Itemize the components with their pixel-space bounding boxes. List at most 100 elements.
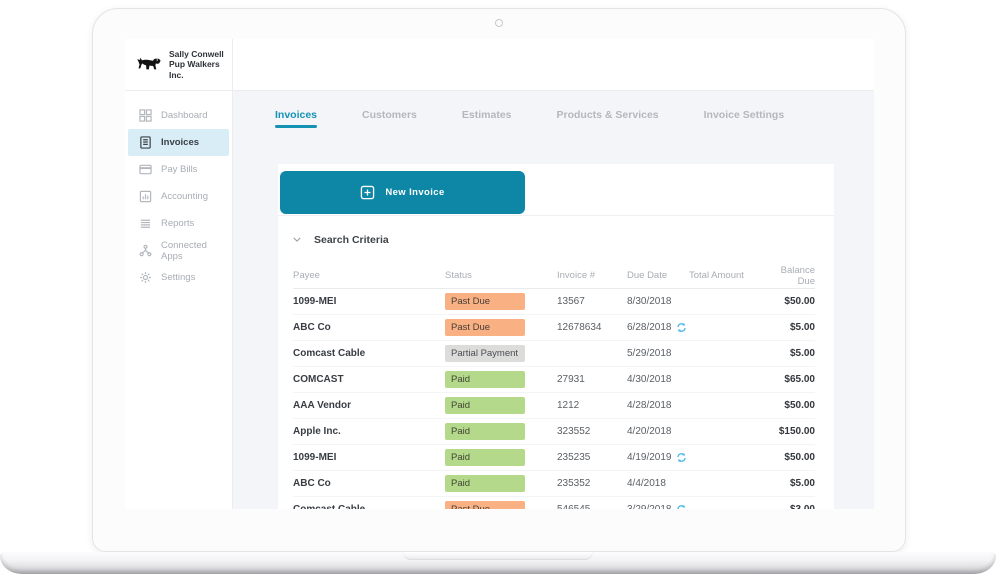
status-badge: Paid (445, 397, 525, 414)
table-row[interactable]: Comcast Cable Past Due 546545 3/29/2018 … (293, 497, 815, 509)
sidebar-item-reports[interactable]: Reports (128, 210, 229, 237)
bar-chart-box-icon (139, 190, 152, 203)
status-badge: Partial Payment (445, 345, 525, 362)
status-badge: Paid (445, 423, 525, 440)
hub-nodes-icon (139, 244, 152, 257)
dog-logo-icon (137, 57, 161, 69)
sidebar-item-label: Pay Bills (161, 164, 198, 175)
cell-balance-due: $5.00 (789, 478, 815, 489)
cell-payee: ABC Co (293, 478, 331, 489)
cell-payee: Comcast Cable (293, 348, 366, 359)
plus-square-icon (361, 185, 375, 200)
cell-invoice-number: 235352 (557, 478, 591, 489)
tab-customers[interactable]: Customers (362, 109, 417, 121)
invoice-doc-icon (139, 136, 152, 149)
new-invoice-button[interactable]: New Invoice (280, 171, 525, 214)
chevron-down-icon (293, 237, 301, 242)
sync-recurring-icon (676, 322, 687, 333)
column-header-total-amount[interactable]: Total Amount (689, 270, 744, 281)
sidebar-item-label: Dashboard (161, 110, 208, 121)
table-row[interactable]: ABC Co Past Due 12678634 6/28/2018 $5.00 (293, 315, 815, 341)
cell-due-date: 6/28/2018 (627, 322, 689, 333)
tab-invoice-settings[interactable]: Invoice Settings (703, 109, 785, 121)
cell-payee: 1099-MEI (293, 296, 337, 307)
webcam-icon (495, 19, 503, 27)
column-header-invoice[interactable]: Invoice # (557, 270, 596, 281)
sync-recurring-icon (676, 452, 687, 463)
tab-invoices[interactable]: Invoices (275, 109, 318, 128)
credit-card-icon (139, 163, 152, 176)
status-badge: Paid (445, 449, 525, 466)
sidebar-item-label: Invoices (161, 137, 200, 148)
cell-balance-due: $5.00 (789, 322, 815, 333)
table-row[interactable]: 1099-MEI Past Due 13567 8/30/2018 $50.00 (293, 289, 815, 315)
cell-payee: 1099-MEI (293, 452, 337, 463)
status-badge: Past Due (445, 319, 525, 336)
cell-due-date: 4/4/2018 (627, 478, 666, 489)
cell-payee: AAA Vendor (293, 400, 351, 411)
column-header-payee[interactable]: Payee (293, 270, 320, 281)
status-badge: Paid (445, 371, 525, 388)
status-badge: Past Due (445, 501, 525, 509)
laptop-base (0, 552, 996, 574)
gear-icon (139, 271, 152, 284)
cell-balance-due: $50.00 (784, 452, 815, 463)
sidebar-item-label: Settings (161, 272, 196, 283)
search-criteria-label: Search Criteria (314, 233, 389, 246)
table-body: 1099-MEI Past Due 13567 8/30/2018 $50.00… (293, 289, 815, 509)
column-header-due-date[interactable]: Due Date (627, 270, 668, 281)
sidebar-item-settings[interactable]: Settings (128, 264, 229, 291)
sidebar-item-invoices[interactable]: Invoices (128, 129, 229, 156)
table-row[interactable]: AAA Vendor Paid 1212 4/28/2018 $50.00 (293, 393, 815, 419)
new-invoice-label: New Invoice (385, 187, 445, 198)
sidebar-item-dashboard[interactable]: Dashboard (128, 102, 229, 129)
cell-invoice-number: 1212 (557, 400, 580, 411)
column-header-balance-due[interactable]: Balance Due (780, 264, 815, 287)
laptop-screen-frame: Sally Conwell Pup Walkers Inc. Dashboard… (92, 8, 906, 552)
status-badge: Paid (445, 475, 525, 492)
cell-due-date: 5/29/2018 (627, 348, 672, 359)
sidebar-item-accounting[interactable]: Accounting (128, 183, 229, 210)
tab-estimates[interactable]: Estimates (461, 109, 512, 121)
sidebar-item-pay-bills[interactable]: Pay Bills (128, 156, 229, 183)
cell-payee: Comcast Cable (293, 504, 445, 509)
cell-invoice-number: 12678634 (557, 322, 602, 333)
cell-balance-due: $5.00 (789, 348, 815, 359)
cell-balance-due: $150.00 (778, 426, 815, 437)
column-header-status[interactable]: Status (445, 270, 472, 281)
table-header: Payee Status Invoice # Due Date Total Amount… (293, 263, 815, 289)
table-row[interactable]: Comcast Cable Partial Payment 5/29/2018 … (293, 341, 815, 367)
sync-recurring-icon (676, 504, 687, 509)
cell-payee: ABC Co (293, 322, 331, 333)
sidebar-item-label: Reports (161, 218, 195, 229)
cell-invoice-number: 546545 (557, 504, 627, 509)
cell-invoice-number: 235235 (557, 452, 591, 463)
brand-logo: Sally Conwell Pup Walkers Inc. (125, 39, 232, 91)
cell-due-date: 4/30/2018 (627, 374, 672, 385)
tab-products-services[interactable]: Products & Services (556, 109, 659, 121)
table-row[interactable]: ABC Co Paid 235352 4/4/2018 $5.00 (293, 471, 815, 497)
table-row[interactable]: Apple Inc. Paid 323552 4/20/2018 $150.00 (293, 419, 815, 445)
search-criteria-toggle[interactable]: Search Criteria (278, 216, 834, 263)
cell-balance-due: $50.00 (784, 400, 815, 411)
table-row[interactable]: 1099-MEI Paid 235235 4/19/2019 $50.00 (293, 445, 815, 471)
cell-balance-due: $65.00 (784, 374, 815, 385)
sidebar-nav: Dashboard Invoices Pay Bills Accounting … (125, 91, 232, 291)
status-badge: Past Due (445, 293, 525, 310)
app-window: Sally Conwell Pup Walkers Inc. Dashboard… (125, 39, 874, 509)
sidebar: Sally Conwell Pup Walkers Inc. Dashboard… (125, 39, 233, 509)
sidebar-item-label: Accounting (161, 191, 209, 202)
brand-name: Sally Conwell Pup Walkers Inc. (169, 48, 224, 80)
cell-invoice-number: 27931 (557, 374, 585, 385)
main-area: Invoices Customers Estimates Products & Ser… (233, 39, 874, 509)
toolbar: New Invoice (278, 164, 834, 216)
sidebar-item-connected-apps[interactable]: Connected Apps (128, 237, 229, 264)
cell-payee: COMCAST (293, 374, 344, 385)
cell-balance-due: $3.00 (761, 504, 815, 509)
report-lines-icon (139, 217, 152, 230)
table-row[interactable]: COMCAST Paid 27931 4/30/2018 $65.00 (293, 367, 815, 393)
sidebar-item-label: Connected Apps (161, 239, 207, 262)
cell-balance-due: $50.00 (784, 296, 815, 307)
cell-invoice-number: 13567 (557, 296, 585, 307)
